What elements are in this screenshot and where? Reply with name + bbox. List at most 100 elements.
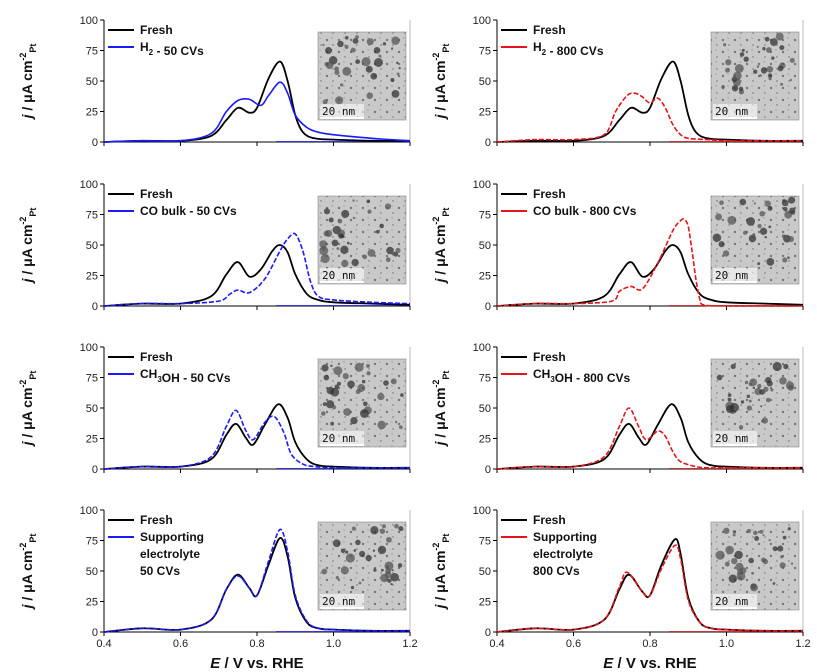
tem-particle [719,200,724,205]
legend-label: Fresh [533,350,566,364]
tem-particle [385,257,391,263]
tem-particle [319,240,328,249]
tem-particle [724,561,730,567]
tem-particle [727,393,732,397]
tem-particle [764,200,771,207]
y-tick-label: 50 [479,76,491,88]
tem-particle [373,568,377,572]
x-tick-label: 0.4 [489,638,504,650]
tem-particle [320,254,330,264]
legend: Fresh Supporting electrolyte 50 CVs [108,513,204,578]
y-tick-label: 25 [479,271,491,283]
tem-particle [382,524,387,529]
tem-particle [761,557,766,563]
tem-particle [367,249,376,257]
tem-particle [342,373,349,380]
tem-particle [345,553,355,563]
tem-particle [722,250,730,257]
tem-particle [379,223,385,229]
tem-particle [768,77,772,81]
tem-particle [759,210,765,217]
tem-particle [345,550,349,554]
tem-particle [350,585,355,590]
y-tick-label: 50 [479,240,491,252]
tem-particle [390,47,394,50]
scale-bar-label: 20 nm [715,432,748,445]
tem-particle [753,202,756,205]
tem-particle [759,529,764,534]
tem-particle [355,35,359,39]
y-tick-label: 0 [485,627,491,639]
tem-particle [363,401,368,407]
tem-inset: 20 nm [710,31,800,121]
tem-particle [748,382,753,387]
tem-particle [326,386,335,395]
scale-bar-label: 20 nm [322,432,355,445]
tem-particle [752,386,756,390]
tem-particle [334,66,340,72]
tem-particle [718,241,725,248]
tem-particle [752,233,756,237]
chart-panel-row1-left: 0 25 50 75 100 Fresh H2 - 50 CVs 20 nm j / μA cm… [18,15,411,149]
y-axis-label: j / μA cm-2Pt [18,371,38,448]
y-tick-label: 100 [473,179,491,191]
tem-particle [390,378,397,385]
y-tick-label: 50 [86,240,98,252]
tem-particle [367,209,372,214]
tem-particle [382,42,387,46]
y-tick-label: 25 [479,597,491,609]
tem-particle [331,405,337,410]
tem-particle [377,545,387,555]
tem-particle [771,56,775,60]
tem-particle [386,536,392,543]
legend: Fresh CH3OH - 800 CVs [501,350,630,385]
y-axis-label: j / μA cm-2Pt [431,208,451,285]
scale-label-box [320,431,364,445]
tem-particle [337,40,344,48]
y-tick-label: 100 [80,15,98,27]
tem-particle [762,534,765,537]
series-line-treated [103,528,411,633]
tem-particle [765,376,772,384]
y-tick-label: 75 [479,373,491,385]
series-line-treated [496,544,804,633]
tem-particle [357,384,366,392]
tem-particle [742,230,748,235]
tem-particle [724,67,730,73]
tem-particle [321,568,328,575]
tem-particle [352,216,356,220]
tem-particle [750,583,758,592]
tem-particle [727,215,737,225]
tem-particle [770,38,778,47]
y-tick-label: 25 [86,434,98,446]
tem-particle [746,217,755,226]
legend: Fresh CH3OH - 50 CVs [108,350,231,385]
tem-particle [398,526,404,532]
y-axis-label: j / μA cm-2Pt [18,208,38,285]
tem-particle [756,45,759,48]
tem-particle [323,208,331,215]
tem-particle [759,389,765,395]
tem-particle [391,36,400,45]
tem-particle [322,402,327,406]
legend: Fresh Supporting electrolyte 800 CVs [501,513,597,578]
legend-label: CH3OH - 50 CVs [140,367,231,385]
y-tick-label: 0 [485,301,491,313]
tem-particle [341,259,349,268]
tem-particle [375,229,380,234]
tem-particle [323,230,330,237]
y-tick-label: 25 [86,107,98,119]
tem-particle [757,223,762,229]
tem-particle [732,533,736,537]
tem-inset: 20 nm [317,195,407,285]
tem-particle [740,400,745,404]
series-line-fresh [103,244,411,307]
chart-panel-row3-right: 0 25 50 75 100 Fresh CH3OH - 800 CVs 20 nm j / μ… [431,342,804,476]
tem-particle [787,256,790,259]
tem-particle [328,217,334,223]
tem-particle [779,45,785,51]
tem-particle [721,84,725,89]
tem-inset: 20 nm [317,31,407,121]
tem-particle [757,262,761,266]
tem-particle [733,71,742,81]
